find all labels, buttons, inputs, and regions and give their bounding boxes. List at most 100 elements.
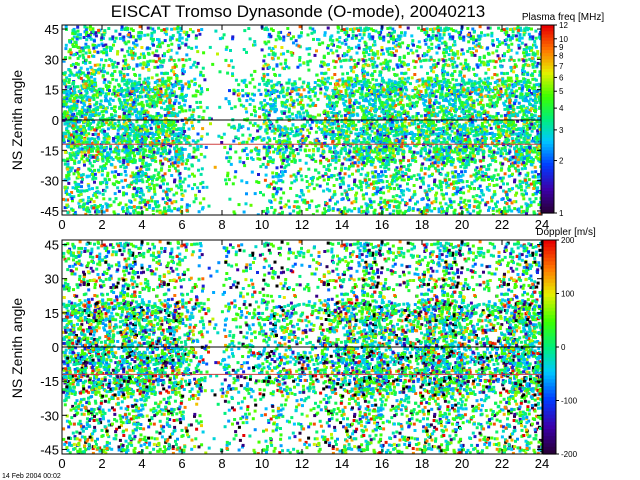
echo-point [355,191,359,195]
echo-point [343,113,347,117]
echo-point [264,165,268,169]
echo-point [105,50,108,54]
echo-point [172,113,175,117]
echo-point [71,31,75,35]
echo-point [69,195,73,199]
echo-point [142,150,146,154]
echo-point [285,81,289,85]
echo-point [125,192,128,196]
echo-point [364,58,368,62]
echo-point [169,82,172,86]
echo-point [359,152,363,156]
echo-point [284,58,288,62]
echo-point [376,129,380,133]
echo-point [373,40,377,43]
echo-point [384,164,388,168]
echo-point [117,189,121,193]
echo-point [267,40,271,44]
echo-point [192,117,196,121]
echo-point [269,103,273,107]
echo-point [82,124,86,128]
echo-point [250,139,254,143]
echo-point [392,35,395,39]
echo-point [130,56,134,60]
echo-point [116,157,120,161]
echo-point [153,190,157,194]
echo-point [342,129,345,133]
echo-point [332,111,336,115]
echo-point [391,107,395,111]
echo-point [244,146,248,150]
echo-point [156,65,160,69]
echo-point [92,39,96,43]
echo-point [328,38,332,42]
echo-point [100,110,104,114]
echo-point [165,193,169,197]
echo-point [140,178,144,182]
echo-point [258,127,262,131]
echo-point [137,187,141,190]
echo-point [392,209,396,213]
echo-point [233,126,237,130]
echo-point [302,200,306,204]
echo-point [161,176,165,180]
echo-point [175,38,179,42]
echo-point [72,213,76,215]
echo-point [334,100,338,104]
echo-point [63,162,67,166]
echo-point [379,62,383,66]
echo-point [347,111,351,115]
echo-point [112,139,116,143]
echo-point [267,65,271,69]
echo-point [312,187,316,191]
echo-point [294,126,298,130]
echo-point [287,107,291,111]
echo-point [67,181,71,185]
echo-point [152,157,156,161]
echo-point [171,161,175,165]
echo-point [124,121,128,125]
echo-point [154,205,158,209]
echo-point [328,133,332,137]
echo-point [242,161,246,165]
echo-point [227,159,231,163]
echo-point [387,205,391,209]
echo-point [85,175,89,179]
echo-point [139,34,143,38]
echo-point [296,140,300,144]
echo-point [256,124,260,128]
echo-point [200,28,204,31]
echo-point [237,92,241,96]
echo-point [367,183,370,187]
echo-point [364,107,368,111]
echo-point [348,93,352,97]
echo-point [128,132,132,135]
echo-point [242,210,246,214]
echo-point [300,117,304,121]
echo-point [74,130,78,134]
echo-point [172,127,176,130]
echo-point [289,95,293,99]
echo-point [66,162,70,166]
echo-point [72,153,76,157]
echo-point [133,93,136,97]
echo-point [395,172,399,175]
echo-point [89,37,93,41]
echo-point [292,173,296,177]
echo-point [282,156,286,160]
echo-point [67,177,71,181]
echo-point [76,140,80,144]
echo-point [327,175,331,179]
echo-point [343,166,347,170]
echo-point [248,103,252,106]
echo-point [265,154,269,158]
echo-point [345,30,349,34]
echo-point [117,88,121,92]
echo-point [67,136,71,140]
echo-point [148,105,152,109]
echo-point [154,126,158,130]
echo-point [292,105,296,109]
echo-point [128,133,132,137]
echo-point [331,51,335,55]
echo-point [367,159,371,163]
